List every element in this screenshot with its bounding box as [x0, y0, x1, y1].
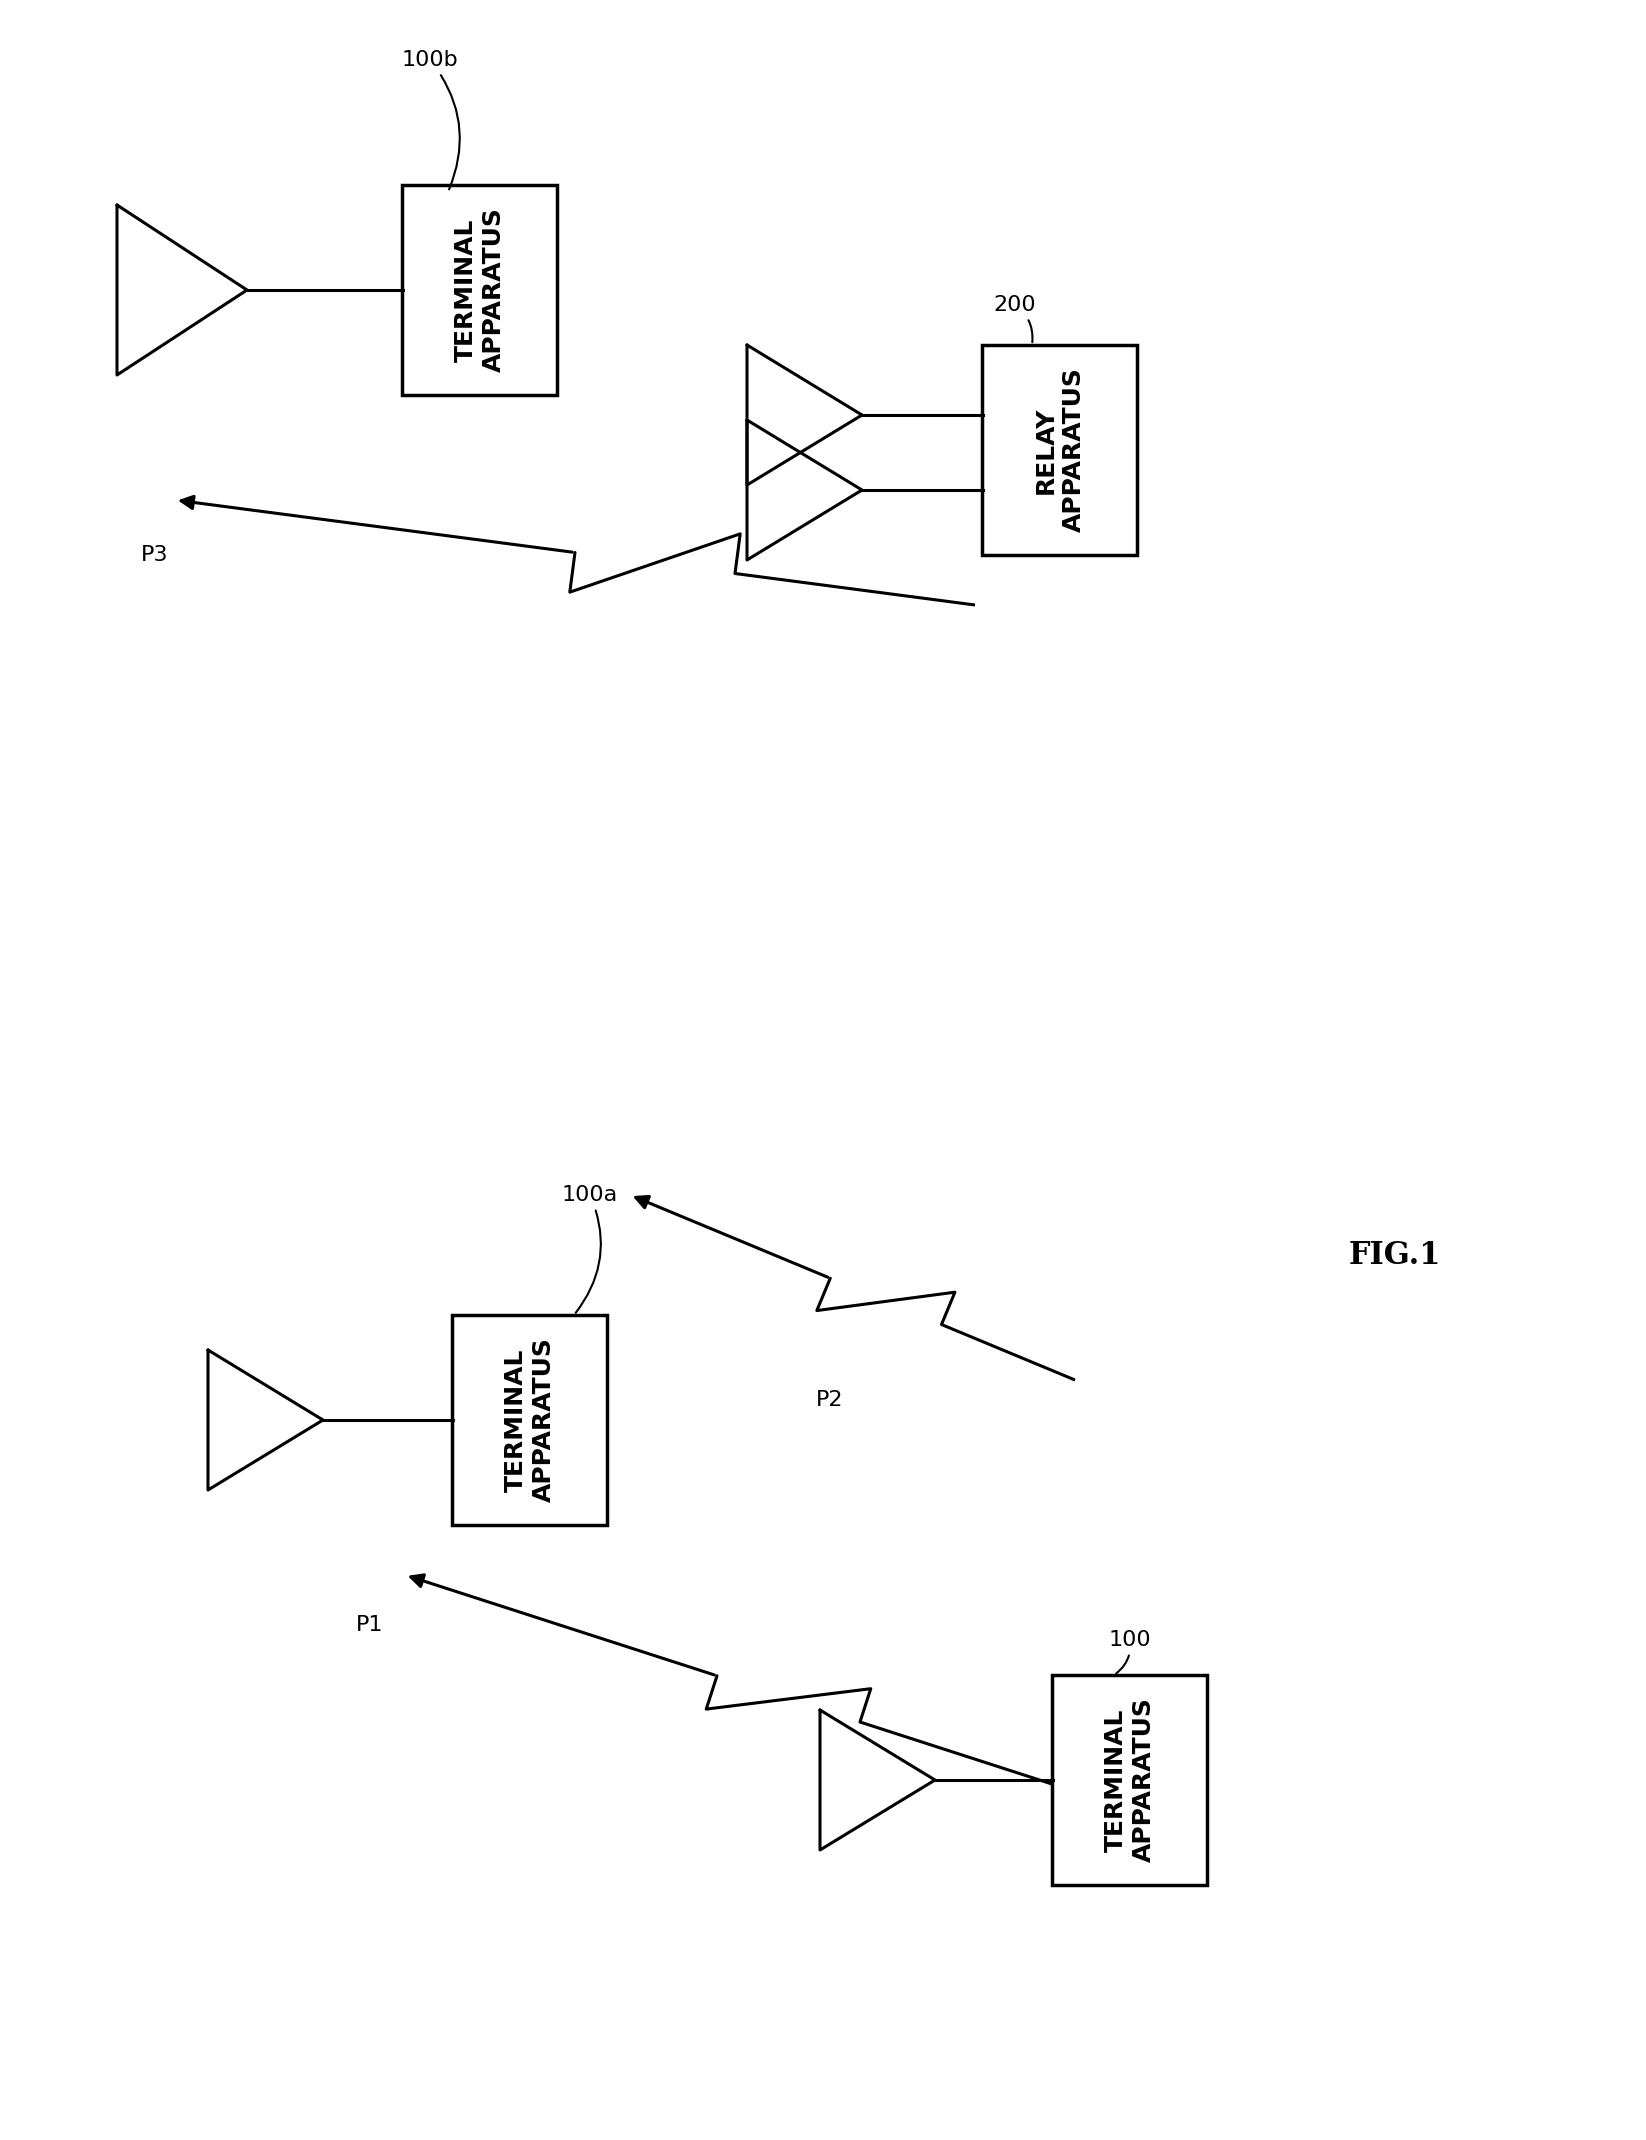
Text: 100a: 100a — [561, 1186, 619, 1312]
Text: RELAY
APPARATUS: RELAY APPARATUS — [1034, 368, 1086, 533]
Text: TERMINAL
APPARATUS: TERMINAL APPARATUS — [504, 1338, 556, 1502]
Bar — [403, 184, 558, 396]
Text: 200: 200 — [994, 295, 1037, 342]
Bar — [1052, 1676, 1208, 1885]
Text: FIG.1: FIG.1 — [1348, 1239, 1442, 1271]
Bar — [983, 345, 1137, 554]
Text: P3: P3 — [142, 546, 170, 565]
Bar — [453, 1314, 607, 1526]
Text: 100: 100 — [1109, 1631, 1151, 1673]
Text: P1: P1 — [356, 1616, 384, 1635]
Text: TERMINAL
APPARATUS: TERMINAL APPARATUS — [454, 208, 505, 372]
Text: 100b: 100b — [402, 49, 459, 190]
Text: P2: P2 — [816, 1391, 844, 1410]
Text: TERMINAL
APPARATUS: TERMINAL APPARATUS — [1104, 1697, 1155, 1862]
